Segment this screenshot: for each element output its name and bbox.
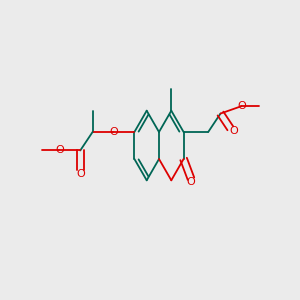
- Text: O: O: [237, 101, 246, 111]
- Text: O: O: [109, 127, 118, 137]
- Text: O: O: [187, 177, 195, 187]
- Text: O: O: [76, 169, 85, 179]
- Text: O: O: [230, 126, 238, 136]
- Text: O: O: [55, 146, 64, 155]
